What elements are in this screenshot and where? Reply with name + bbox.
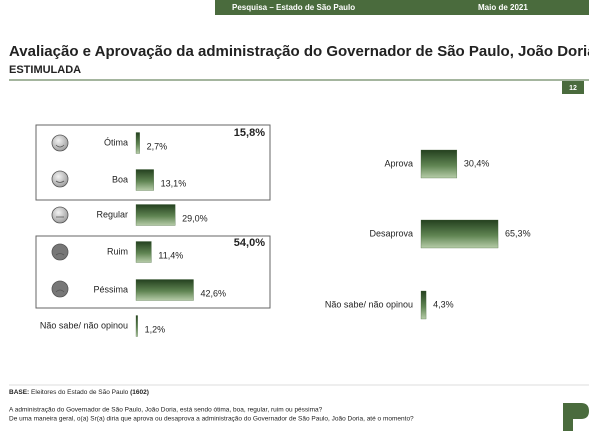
value-label: 4,3% (433, 299, 454, 309)
category-label: Não sabe/ não opinou (325, 299, 413, 309)
question: A administração do Governador de São Pau… (9, 407, 323, 414)
group-total: 54,0% (234, 237, 265, 249)
title: Avaliação e Aprovação da administração d… (9, 43, 589, 60)
bar (420, 290, 427, 320)
group-total: 15,8% (234, 127, 265, 139)
base-label: BASE: (9, 389, 29, 396)
value-label: 30,4% (464, 158, 490, 168)
bar (135, 204, 176, 226)
group-box (35, 235, 271, 309)
bar (135, 315, 138, 337)
header-right: Maio de 2021 (478, 3, 528, 12)
subtitle: ESTIMULADA (9, 64, 81, 76)
value-label: 13,1% (161, 178, 187, 188)
bar (135, 169, 154, 191)
value-label: 2,7% (147, 141, 168, 151)
header-left: Pesquisa – Estado de São Paulo (232, 3, 355, 12)
value-label: 11,4% (158, 250, 183, 260)
icons (51, 134, 69, 298)
base-n: (1602) (130, 389, 149, 396)
value-label: 29,0% (182, 213, 208, 223)
logo (563, 403, 589, 431)
category-label: Regular (96, 209, 128, 219)
base-text: Eleitores do Estado de São Paulo (31, 389, 129, 396)
category-label: Aprova (384, 158, 413, 168)
bar (135, 279, 194, 301)
value-label: 65,3% (505, 228, 531, 238)
base-note: BASE: Eleitores do Estado de São Paulo (… (9, 389, 149, 396)
page-number: 12 (569, 85, 577, 92)
bar (420, 219, 499, 249)
category-label: Ótima (104, 137, 128, 147)
bar (420, 149, 458, 179)
header-bar (215, 0, 589, 15)
value-label: 1,2% (145, 324, 166, 334)
question: De uma maneira geral, o(a) Sr(a) diria q… (9, 416, 414, 423)
category-label: Desaprova (369, 228, 413, 238)
category-label: Ruim (107, 246, 128, 256)
bar (135, 132, 140, 154)
value-label: 42,6% (201, 288, 227, 298)
group-box (35, 124, 271, 201)
category-label: Péssima (93, 284, 128, 294)
category-label: Não sabe/ não opinou (40, 320, 128, 330)
category-label: Boa (112, 174, 128, 184)
page-box (562, 81, 584, 94)
bar (135, 241, 152, 263)
